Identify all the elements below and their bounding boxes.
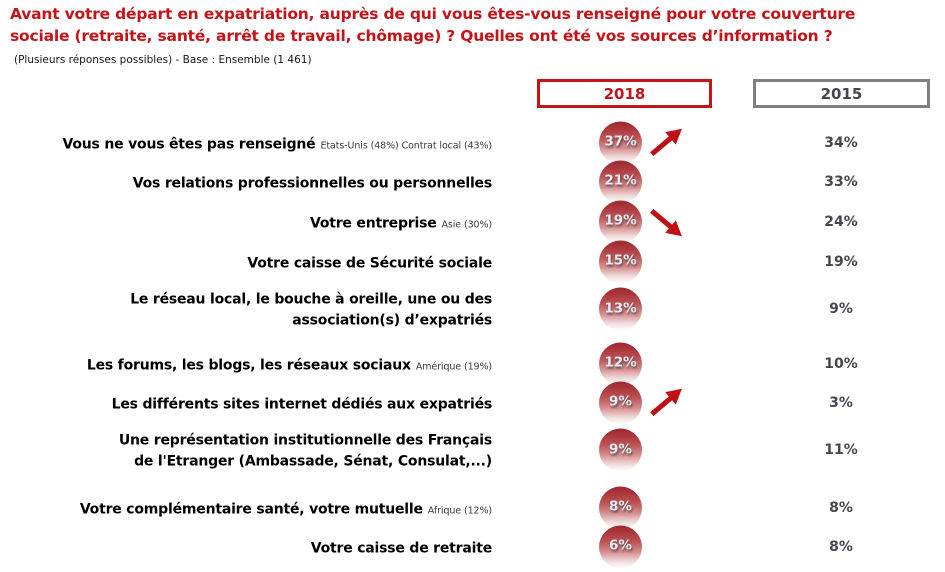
row-label-text: Le réseau local, le bouche à oreille, un… <box>130 291 492 329</box>
value-2018-bubble: 19% <box>599 200 642 243</box>
row-label-text: Vos relations professionnelles ou person… <box>132 174 492 191</box>
base-note: (Plusieurs réponses possibles) - Base : … <box>14 54 312 66</box>
row-note: Amérique (19%) <box>415 360 492 372</box>
value-2018-label: 21% <box>604 172 637 189</box>
value-2018-bubble: 15% <box>599 240 642 283</box>
value-2018-bubble: 12% <box>599 342 642 385</box>
column-header-2015-label: 2015 <box>820 84 863 103</box>
survey-row: Votre complémentaire santé, votre mutuel… <box>0 486 945 529</box>
row-label-text: Les forums, les blogs, les réseaux socia… <box>86 356 411 373</box>
row-note: Afrique (12%) <box>427 504 492 516</box>
row-label-text: Votre complémentaire santé, votre mutuel… <box>79 500 423 517</box>
survey-row: Votre caisse de Sécurité sociale 15% 19% <box>0 240 945 283</box>
row-label: Votre caisse de Sécurité sociale <box>6 251 492 272</box>
survey-row: Une représentation institutionnelle des … <box>0 426 945 474</box>
row-label-text: Votre caisse de retraite <box>310 539 492 556</box>
value-2015-label: 3% <box>829 394 853 411</box>
row-label: Les forums, les blogs, les réseaux socia… <box>6 353 492 374</box>
survey-row: Vous ne vous êtes pas renseigné Etats-Uni… <box>0 121 945 164</box>
row-label: Votre caisse de retraite <box>6 536 492 557</box>
row-label: Vous ne vous êtes pas renseigné Etats-Uni… <box>6 132 493 153</box>
value-2015-label: 19% <box>824 253 858 270</box>
value-2015-label: 34% <box>824 134 858 151</box>
value-2018-label: 37% <box>604 133 637 150</box>
value-2018-label: 9% <box>609 441 632 457</box>
column-header-2018-label: 2018 <box>603 84 646 103</box>
value-2015-label: 9% <box>829 301 853 317</box>
value-2018-label: 19% <box>604 212 637 229</box>
trend-arrow-icon <box>650 388 682 416</box>
survey-row: Vos relations professionnelles ou person… <box>0 160 945 203</box>
column-header-2015: 2015 <box>753 79 930 108</box>
row-label-text: Vous ne vous êtes pas renseigné <box>62 135 316 152</box>
value-2015-label: 33% <box>824 173 858 190</box>
row-label: Le réseau local, le bouche à oreille, un… <box>6 288 492 331</box>
value-2015-label: 8% <box>829 499 853 516</box>
value-2018-bubble: 21% <box>599 160 642 203</box>
value-2018-bubble: 9% <box>599 428 642 472</box>
row-label-text: Une représentation institutionnelle des … <box>118 432 492 470</box>
title-line-1: Avant votre départ en expatriation, aupr… <box>10 5 856 23</box>
title-line-2: sociale (retraite, santé, arrêt de trava… <box>10 27 833 45</box>
value-2018-label: 12% <box>604 354 637 371</box>
value-2018-bubble: 9% <box>599 381 642 424</box>
row-label-text: Votre caisse de Sécurité sociale <box>247 254 492 271</box>
value-2015-label: 10% <box>824 355 858 372</box>
value-2018-bubble: 8% <box>599 486 642 529</box>
row-note: Etats-Unis (48%) Contrat local (43%) <box>320 139 492 151</box>
value-2018-bubble: 6% <box>599 525 642 568</box>
value-2018-label: 6% <box>609 537 632 554</box>
page-title: Avant votre départ en expatriation, aupr… <box>10 3 942 47</box>
survey-row: Votre caisse de retraite 6% 8% <box>0 525 945 568</box>
trend-arrow-icon <box>650 208 682 236</box>
row-label: Votre entreprise Asie (30%) <box>6 211 492 232</box>
value-2015-label: 8% <box>829 538 853 555</box>
column-header-2018: 2018 <box>537 79 712 108</box>
value-2018-label: 9% <box>609 393 632 410</box>
row-label: Une représentation institutionnelle des … <box>6 429 492 472</box>
survey-row: Votre entreprise Asie (30%) 19% 24% <box>0 200 945 243</box>
value-2018-bubble: 13% <box>599 287 642 331</box>
row-label: Votre complémentaire santé, votre mutuel… <box>6 497 492 518</box>
value-2018-label: 13% <box>604 300 637 316</box>
trend-arrow-icon <box>650 128 682 156</box>
row-label: Les différents sites internet dédiés aux… <box>6 392 493 413</box>
row-note: Asie (30%) <box>441 218 493 230</box>
value-2018-label: 15% <box>604 252 637 269</box>
survey-row: Le réseau local, le bouche à oreille, un… <box>0 285 945 333</box>
value-2015-label: 24% <box>824 213 858 230</box>
value-2015-label: 11% <box>824 442 858 458</box>
row-label-text: Votre entreprise <box>309 214 437 231</box>
survey-row: Les différents sites internet dédiés aux… <box>0 381 945 424</box>
survey-row: Les forums, les blogs, les réseaux socia… <box>0 342 945 385</box>
value-2018-label: 8% <box>609 498 632 515</box>
row-label-text: Les différents sites internet dédiés aux… <box>111 395 493 412</box>
row-label: Vos relations professionnelles ou person… <box>6 171 492 192</box>
value-2018-bubble: 37% <box>599 121 642 164</box>
